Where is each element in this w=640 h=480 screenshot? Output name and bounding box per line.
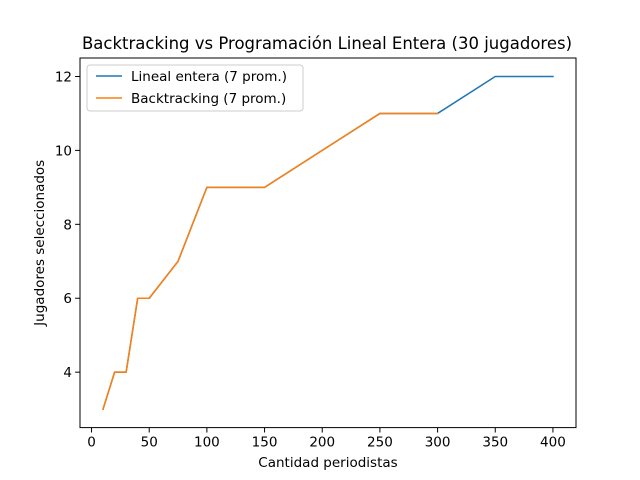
- y-tick-label: 12: [55, 69, 72, 85]
- legend-label-2: Backtracking (7 prom.): [131, 91, 286, 107]
- x-tick-label: 350: [482, 435, 508, 451]
- y-axis-ticks: 4 6 8 10 12: [55, 69, 80, 381]
- legend: Lineal entera (7 prom.) Backtracking (7 p…: [86, 64, 304, 112]
- series-lines: [102, 75, 554, 411]
- x-tick-label: 400: [540, 435, 566, 451]
- chart-title: Backtracking vs Programación Lineal Ente…: [82, 34, 572, 53]
- legend-box: [86, 64, 304, 112]
- x-tick-label: 0: [87, 435, 96, 451]
- y-tick-label: 6: [63, 291, 72, 307]
- x-axis-label: Cantidad periodistas: [258, 455, 397, 471]
- y-tick-label: 8: [63, 217, 72, 233]
- y-axis-label: Jugadores seleccionados: [32, 160, 48, 327]
- legend-label-1: Lineal entera (7 prom.): [131, 69, 287, 85]
- y-tick-label: 10: [55, 143, 72, 159]
- x-tick-label: 50: [141, 435, 158, 451]
- x-axis-ticks: 0 50 100 150 200 250 300 350 400: [87, 427, 566, 451]
- y-tick-label: 4: [63, 365, 72, 381]
- x-tick-label: 250: [367, 435, 393, 451]
- x-tick-label: 300: [425, 435, 451, 451]
- x-tick-label: 150: [252, 435, 278, 451]
- x-tick-label: 200: [309, 435, 335, 451]
- axes-frame: [79, 57, 577, 429]
- x-tick-label: 100: [194, 435, 220, 451]
- series-line-1: [102, 75, 554, 411]
- series-line-2: [102, 112, 439, 411]
